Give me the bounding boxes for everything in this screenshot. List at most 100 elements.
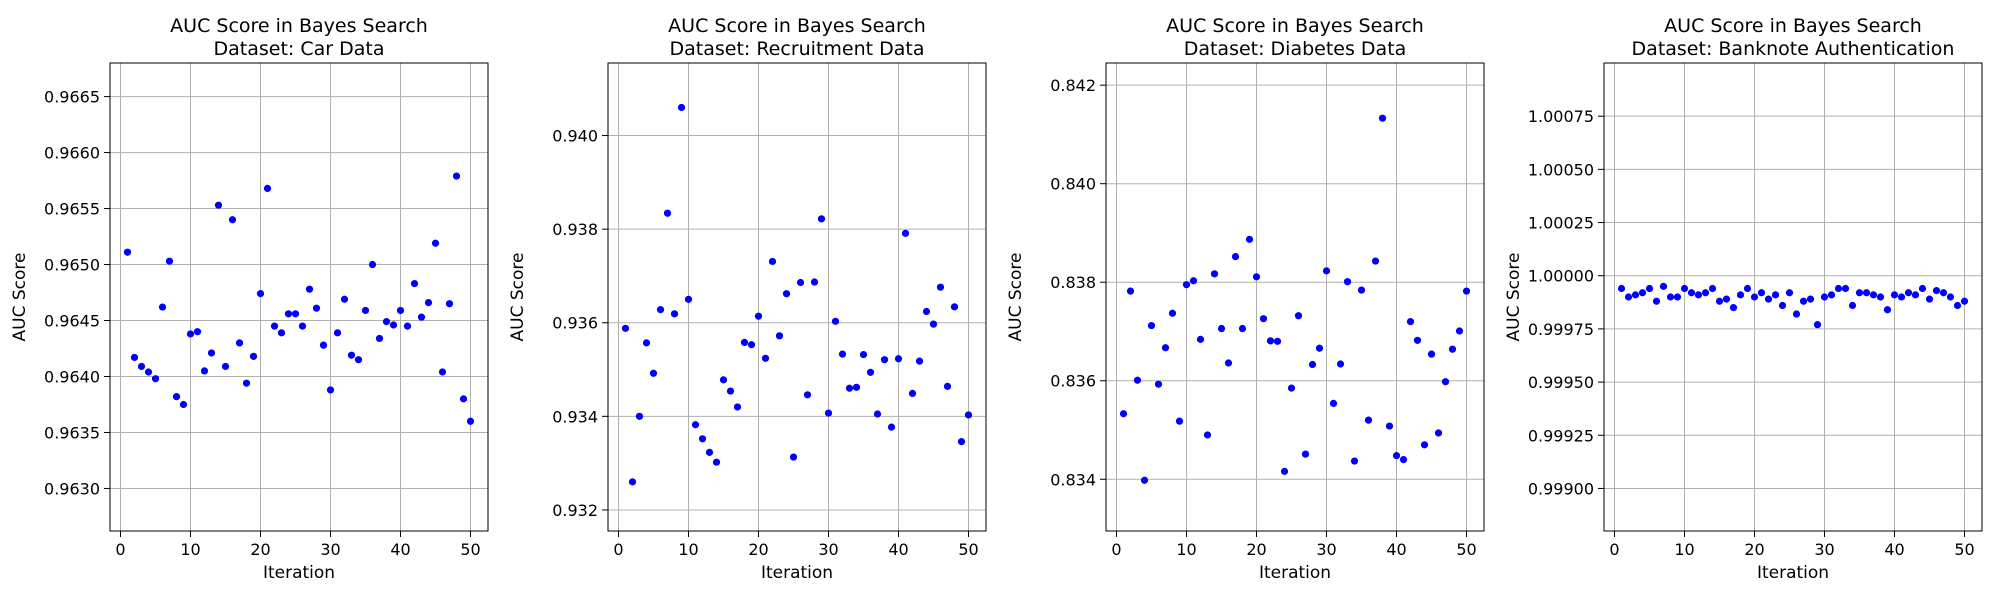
data-point bbox=[424, 298, 433, 307]
x-tick-label: 20 bbox=[1246, 540, 1266, 559]
data-point bbox=[1729, 304, 1738, 312]
data-point bbox=[950, 303, 959, 311]
data-point bbox=[824, 409, 833, 417]
data-point bbox=[691, 421, 700, 429]
data-point bbox=[670, 310, 679, 318]
data-point bbox=[1918, 284, 1927, 293]
data-point bbox=[1399, 455, 1408, 464]
y-tick-label: 0.9650 bbox=[44, 256, 100, 275]
data-point bbox=[1364, 416, 1373, 424]
data-point bbox=[684, 295, 693, 303]
data-point bbox=[943, 382, 952, 390]
data-point bbox=[305, 285, 314, 293]
data-point bbox=[789, 453, 798, 461]
x-tick-label: 20 bbox=[1744, 540, 1764, 559]
data-point bbox=[1827, 291, 1836, 299]
data-point bbox=[817, 215, 826, 223]
data-point bbox=[880, 356, 889, 364]
data-point bbox=[1441, 378, 1450, 386]
x-tick-label: 40 bbox=[888, 540, 908, 559]
data-point bbox=[1778, 301, 1787, 310]
data-point bbox=[312, 304, 321, 312]
data-point bbox=[1161, 344, 1170, 352]
data-point bbox=[137, 362, 146, 371]
data-point bbox=[796, 278, 805, 287]
data-point bbox=[768, 257, 777, 266]
data-point bbox=[1946, 293, 1955, 301]
data-point bbox=[852, 383, 861, 391]
plot-frame bbox=[1105, 62, 1485, 532]
data-point bbox=[333, 329, 342, 337]
data-point bbox=[922, 307, 931, 316]
data-point bbox=[754, 312, 763, 320]
y-tick-label: 0.936 bbox=[552, 314, 598, 333]
data-point bbox=[929, 320, 938, 328]
data-point bbox=[1708, 284, 1717, 293]
x-tick-label: 10 bbox=[678, 540, 698, 559]
data-point bbox=[1659, 282, 1668, 290]
data-point bbox=[1357, 286, 1366, 294]
data-point bbox=[123, 248, 132, 256]
data-point bbox=[284, 310, 293, 318]
data-point bbox=[1687, 289, 1696, 297]
chart-subtitle: Dataset: Car Data bbox=[214, 38, 385, 60]
x-tick-label: 10 bbox=[180, 540, 200, 559]
data-point bbox=[179, 400, 188, 409]
data-point bbox=[1350, 457, 1359, 465]
data-point bbox=[228, 216, 237, 224]
data-point bbox=[1785, 289, 1794, 297]
data-point bbox=[1420, 441, 1429, 449]
y-tick-label: 0.842 bbox=[1050, 76, 1096, 95]
data-point bbox=[1722, 295, 1731, 303]
data-point bbox=[1862, 289, 1871, 297]
data-point bbox=[1848, 301, 1857, 310]
data-point bbox=[775, 332, 784, 340]
chart-subtitle: Dataset: Banknote Authentication bbox=[1632, 38, 1955, 60]
x-tick-label: 40 bbox=[1884, 540, 1904, 559]
data-point bbox=[1869, 291, 1878, 299]
data-point bbox=[214, 201, 223, 209]
data-point bbox=[761, 354, 770, 362]
data-point bbox=[144, 368, 153, 376]
data-point bbox=[1953, 301, 1962, 310]
data-point bbox=[410, 279, 419, 288]
data-point bbox=[256, 290, 265, 298]
data-point bbox=[1154, 380, 1163, 388]
data-point bbox=[1210, 270, 1219, 278]
data-point bbox=[347, 351, 356, 359]
x-axis-label: Iteration bbox=[1757, 563, 1829, 583]
data-point bbox=[361, 306, 370, 315]
data-point bbox=[1308, 360, 1317, 369]
data-point bbox=[445, 300, 454, 308]
data-point bbox=[656, 306, 665, 314]
data-point bbox=[1371, 257, 1380, 265]
data-point bbox=[1203, 431, 1212, 439]
data-point bbox=[803, 391, 812, 399]
y-axis-label: AUC Score bbox=[1006, 253, 1026, 342]
data-point bbox=[396, 306, 405, 315]
data-point bbox=[1378, 114, 1387, 122]
y-tick-label: 0.9655 bbox=[44, 200, 100, 219]
x-tick-label: 10 bbox=[1674, 540, 1694, 559]
data-point bbox=[1455, 327, 1464, 335]
y-tick-label: 0.840 bbox=[1050, 175, 1096, 194]
x-tick-label: 10 bbox=[1176, 540, 1196, 559]
x-axis-label: Iteration bbox=[761, 563, 833, 583]
data-point bbox=[1182, 281, 1191, 289]
chart-subtitle: Dataset: Diabetes Data bbox=[1184, 38, 1407, 60]
data-point bbox=[186, 330, 195, 338]
x-tick-label: 0 bbox=[613, 540, 623, 559]
data-point bbox=[712, 458, 721, 466]
data-point bbox=[1434, 429, 1443, 437]
data-point bbox=[389, 321, 398, 329]
data-point bbox=[845, 384, 854, 392]
x-tick-label: 30 bbox=[1814, 540, 1834, 559]
data-point bbox=[193, 328, 202, 336]
y-tick-label: 0.99925 bbox=[1528, 426, 1594, 445]
data-point bbox=[873, 410, 882, 418]
data-point bbox=[1897, 293, 1906, 301]
data-point bbox=[1238, 324, 1247, 333]
data-point bbox=[130, 353, 139, 362]
data-point bbox=[1329, 399, 1338, 408]
data-point bbox=[1343, 278, 1352, 286]
